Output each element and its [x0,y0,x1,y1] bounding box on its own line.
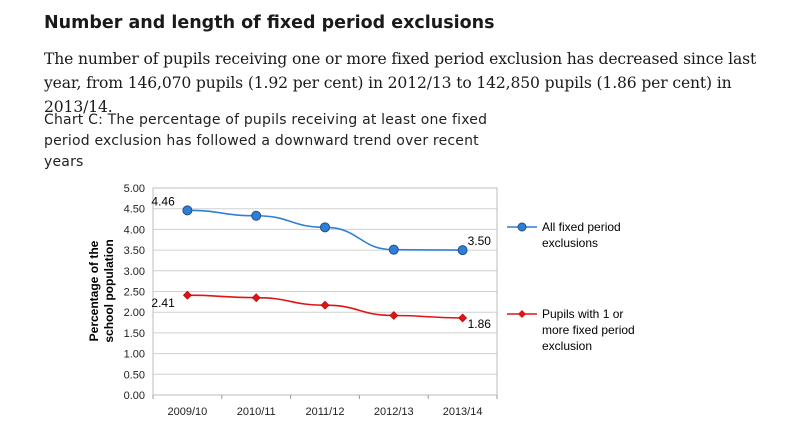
y-tick-label: 3.00 [124,266,145,278]
legend-line: Pupils with 1 or [542,307,624,321]
plot-area-border [152,187,498,396]
legend-key-marker [518,310,526,318]
y-tick-label: 2.00 [124,307,145,319]
y-tick-label: 2.50 [124,287,145,299]
y-tick-label: 4.00 [124,224,145,236]
x-tick-label: 2012/13 [374,406,414,418]
data-point [320,222,330,233]
data-point [251,293,261,303]
x-tick-label: 2013/14 [443,406,483,418]
data-point [182,290,192,300]
data-point [457,245,468,256]
y-axis-title: Percentage of theschool population [87,239,116,342]
legend-line: exclusion [542,339,593,353]
x-tick-label: 2010/11 [237,406,276,418]
data-point [182,205,193,216]
y-tick-label: 3.50 [124,245,145,257]
x-tick-label: 2011/12 [306,406,345,418]
y-tick-label: 5.00 [124,183,145,195]
legend-label-one-or-more: Pupils with 1 or more fixed period exclu… [542,306,635,354]
data-point [320,300,330,310]
x-tick-label: 2009/10 [168,406,208,418]
legend-key-marker [517,222,527,232]
data-point [388,244,399,255]
section-heading: Number and length of fixed period exclus… [44,13,495,33]
y-tick-label: 1.00 [124,349,145,361]
data-point [458,313,468,323]
data-point [389,311,399,320]
data-point [251,210,262,221]
y-tick-label: 0.00 [124,390,145,402]
data-label: 3.50 [468,234,492,248]
legend-line: All fixed period [542,220,621,234]
legend-line: more fixed period [542,323,635,337]
y-tick-label: 1.50 [124,328,145,340]
summary-paragraph: The number of pupils receiving one or mo… [44,50,757,116]
data-label: 4.46 [151,194,175,208]
data-label: 1.86 [468,317,492,331]
data-label: 2.41 [151,296,175,310]
y-tick-label: 4.50 [124,204,145,216]
legend-label-all-fixed-period: All fixed period exclusions [542,219,621,251]
y-tick-label: 0.50 [124,369,145,381]
legend-line: exclusions [542,236,599,250]
chart-caption: Chart C: The percentage of pupils receiv… [44,112,488,170]
